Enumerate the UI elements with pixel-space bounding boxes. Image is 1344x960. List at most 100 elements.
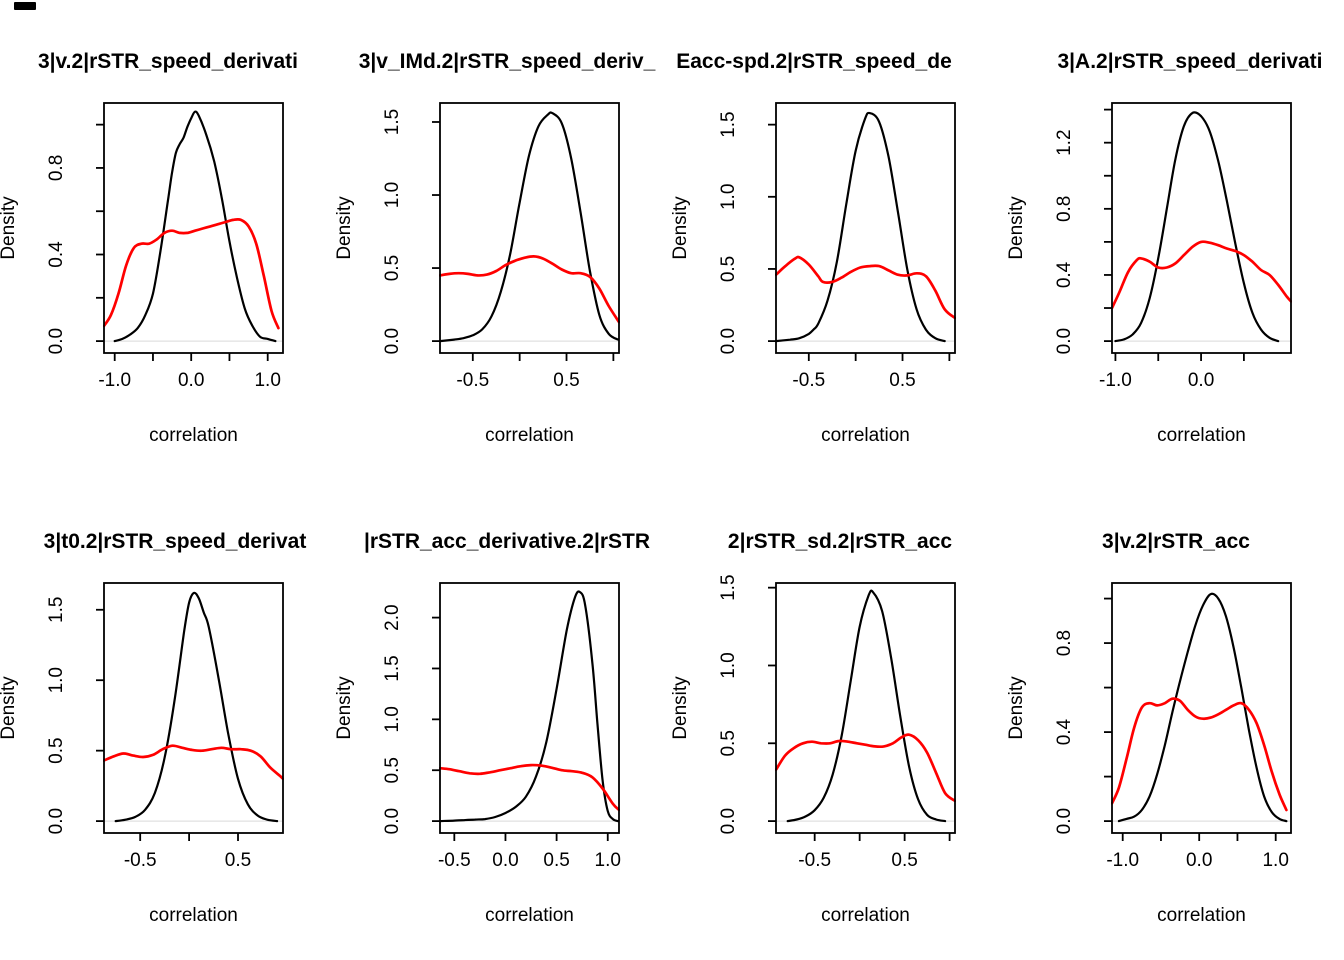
y-tick-label: 1.5 — [382, 109, 403, 135]
panel-title: 3|A.2|rSTR_speed_derivati — [1057, 50, 1323, 73]
x-tick-label: 0.0 — [1188, 370, 1214, 391]
y-tick-label: 1.5 — [718, 111, 739, 137]
x-tick-label: 0.0 — [492, 850, 518, 871]
x-tick-label: -1.0 — [98, 370, 131, 391]
y-tick-label: 1.5 — [46, 597, 67, 623]
y-axis-label: Density — [1008, 196, 1027, 260]
x-axis-label: correlation — [1157, 905, 1246, 926]
black-density-curve — [439, 590, 620, 823]
black-density-curve — [439, 111, 620, 343]
x-axis-label: correlation — [821, 905, 910, 926]
y-axis-label: Density — [336, 676, 355, 740]
plot-area: -1.0 0.0 0.0 0.4 0.8 1.2 correlation Density — [1008, 102, 1292, 446]
panel-title: 3|t0.2|rSTR_speed_derivat — [43, 530, 307, 553]
plot-area: -0.5 0.5 0.0 0.5 1.0 1.5 correlation Density — [0, 582, 284, 926]
y-tick-label: 1.0 — [718, 184, 739, 210]
x-tick-label: 0.5 — [553, 370, 579, 391]
y-tick-label: 0.0 — [46, 808, 67, 834]
x-tick-label: -0.5 — [456, 370, 489, 391]
y-tick-label: 0.5 — [718, 256, 739, 282]
x-tick-label: 0.0 — [178, 370, 204, 391]
y-axis-label: Density — [0, 196, 19, 260]
panel-title: 2|rSTR_sd.2|rSTR_acc — [727, 530, 953, 553]
x-tick-label: 1.0 — [254, 370, 280, 391]
y-tick-label: 1.5 — [382, 655, 403, 681]
clipped-text-fragment — [14, 2, 36, 10]
y-tick-label: 0.5 — [46, 737, 67, 763]
x-axis-label: correlation — [1157, 425, 1246, 446]
x-tick-label: -0.5 — [798, 850, 831, 871]
black-density-curve — [114, 591, 279, 823]
x-tick-label: 0.0 — [1186, 850, 1212, 871]
density-panel-4: 3|A.2|rSTR_speed_derivati -1.0 0.0 0.0 0.4 0.… — [1008, 0, 1344, 480]
black-density-curve — [775, 111, 946, 343]
density-panel-8: 3|v.2|rSTR_acc -1.0 0.0 1.0 0.0 0.4 0.8 correla… — [1008, 480, 1344, 960]
plot-area: -0.5 0.5 0.0 0.5 1.0 1.5 correlation Density — [672, 102, 956, 446]
density-panel-7: 2|rSTR_sd.2|rSTR_acc -0.5 0.5 0.0 0.5 1.0 1.5 c… — [672, 480, 1008, 960]
y-tick-label: 0.5 — [382, 255, 403, 281]
plot-area: -0.5 0.5 0.0 0.5 1.0 1.5 correlation Density — [336, 102, 620, 446]
x-tick-label: -0.5 — [792, 370, 825, 391]
x-tick-label: 0.5 — [543, 850, 569, 871]
x-tick-label: -0.5 — [124, 850, 157, 871]
y-axis-label: Density — [672, 196, 691, 260]
plot-box — [439, 102, 620, 354]
x-tick-label: -1.0 — [1099, 370, 1132, 391]
plot-box — [103, 102, 284, 354]
y-tick-label: 1.0 — [382, 182, 403, 208]
x-tick-label: -0.5 — [438, 850, 471, 871]
x-axis-label: correlation — [149, 905, 238, 926]
black-density-curve — [1114, 111, 1280, 343]
y-tick-label: 0.0 — [718, 328, 739, 354]
red-density-curve — [103, 744, 284, 781]
y-tick-label: 1.0 — [382, 706, 403, 732]
y-axis-label: Density — [672, 676, 691, 740]
plot-box — [775, 582, 956, 834]
y-tick-label: 0.8 — [1054, 196, 1075, 222]
y-tick-label: 0.0 — [1054, 328, 1075, 354]
density-panel-6: |rSTR_acc_derivative.2|rSTR -0.5 0.0 0.5 1.0… — [336, 480, 672, 960]
x-axis-label: correlation — [149, 425, 238, 446]
panel-title: |rSTR_acc_derivative.2|rSTR — [363, 530, 651, 553]
x-tick-label: 1.0 — [1262, 850, 1288, 871]
plot-area: -1.0 0.0 1.0 0.0 0.4 0.8 correlation Density — [0, 102, 284, 446]
plot-area: -0.5 0.5 0.0 0.5 1.0 1.5 correlation Density — [672, 574, 956, 926]
x-tick-label: 0.5 — [891, 850, 917, 871]
x-tick-label: 0.5 — [889, 370, 915, 391]
x-axis-label: correlation — [821, 425, 910, 446]
plot-box — [1111, 582, 1292, 834]
red-density-curve — [439, 763, 620, 812]
y-tick-label: 0.4 — [46, 241, 67, 268]
y-tick-label: 0.8 — [46, 155, 67, 181]
black-density-curve — [1117, 592, 1288, 823]
density-panel-1: 3|v.2|rSTR_speed_derivati -1.0 0.0 1.0 0.0 0.… — [0, 0, 336, 480]
density-panel-5: 3|t0.2|rSTR_speed_derivat -0.5 0.5 0.0 0.5 1.… — [0, 480, 336, 960]
x-tick-label: -1.0 — [1106, 850, 1139, 871]
y-tick-label: 0.0 — [382, 808, 403, 834]
y-tick-label: 1.0 — [718, 652, 739, 678]
plot-area: -1.0 0.0 1.0 0.0 0.4 0.8 correlation Density — [1008, 582, 1292, 926]
y-axis-label: Density — [336, 196, 355, 260]
panel-title: 3|v.2|rSTR_speed_derivati — [38, 50, 298, 73]
x-tick-label: 0.5 — [225, 850, 251, 871]
red-density-curve — [439, 255, 620, 324]
density-panel-3: Eacc-spd.2|rSTR_speed_de -0.5 0.5 0.0 0.5 1.0… — [672, 0, 1008, 480]
plot-box — [775, 102, 956, 354]
red-density-curve — [1111, 240, 1292, 310]
y-tick-label: 0.0 — [46, 328, 67, 354]
x-axis-label: correlation — [485, 425, 574, 446]
y-tick-label: 1.2 — [1054, 129, 1075, 155]
y-tick-label: 1.0 — [46, 667, 67, 693]
y-tick-label: 1.5 — [718, 574, 739, 600]
y-tick-label: 2.0 — [382, 604, 403, 630]
y-tick-label: 0.0 — [382, 328, 403, 354]
x-axis-label: correlation — [485, 905, 574, 926]
x-tick-label: 1.0 — [595, 850, 621, 871]
density-panel-2: 3|v_IMd.2|rSTR_speed_deriv_ -0.5 0.5 0.0 0.5… — [336, 0, 672, 480]
plot-box — [1111, 102, 1292, 354]
y-tick-label: 0.0 — [1054, 808, 1075, 834]
red-density-curve — [775, 733, 956, 803]
panel-title: Eacc-spd.2|rSTR_speed_de — [676, 50, 952, 73]
red-density-curve — [1111, 697, 1288, 812]
